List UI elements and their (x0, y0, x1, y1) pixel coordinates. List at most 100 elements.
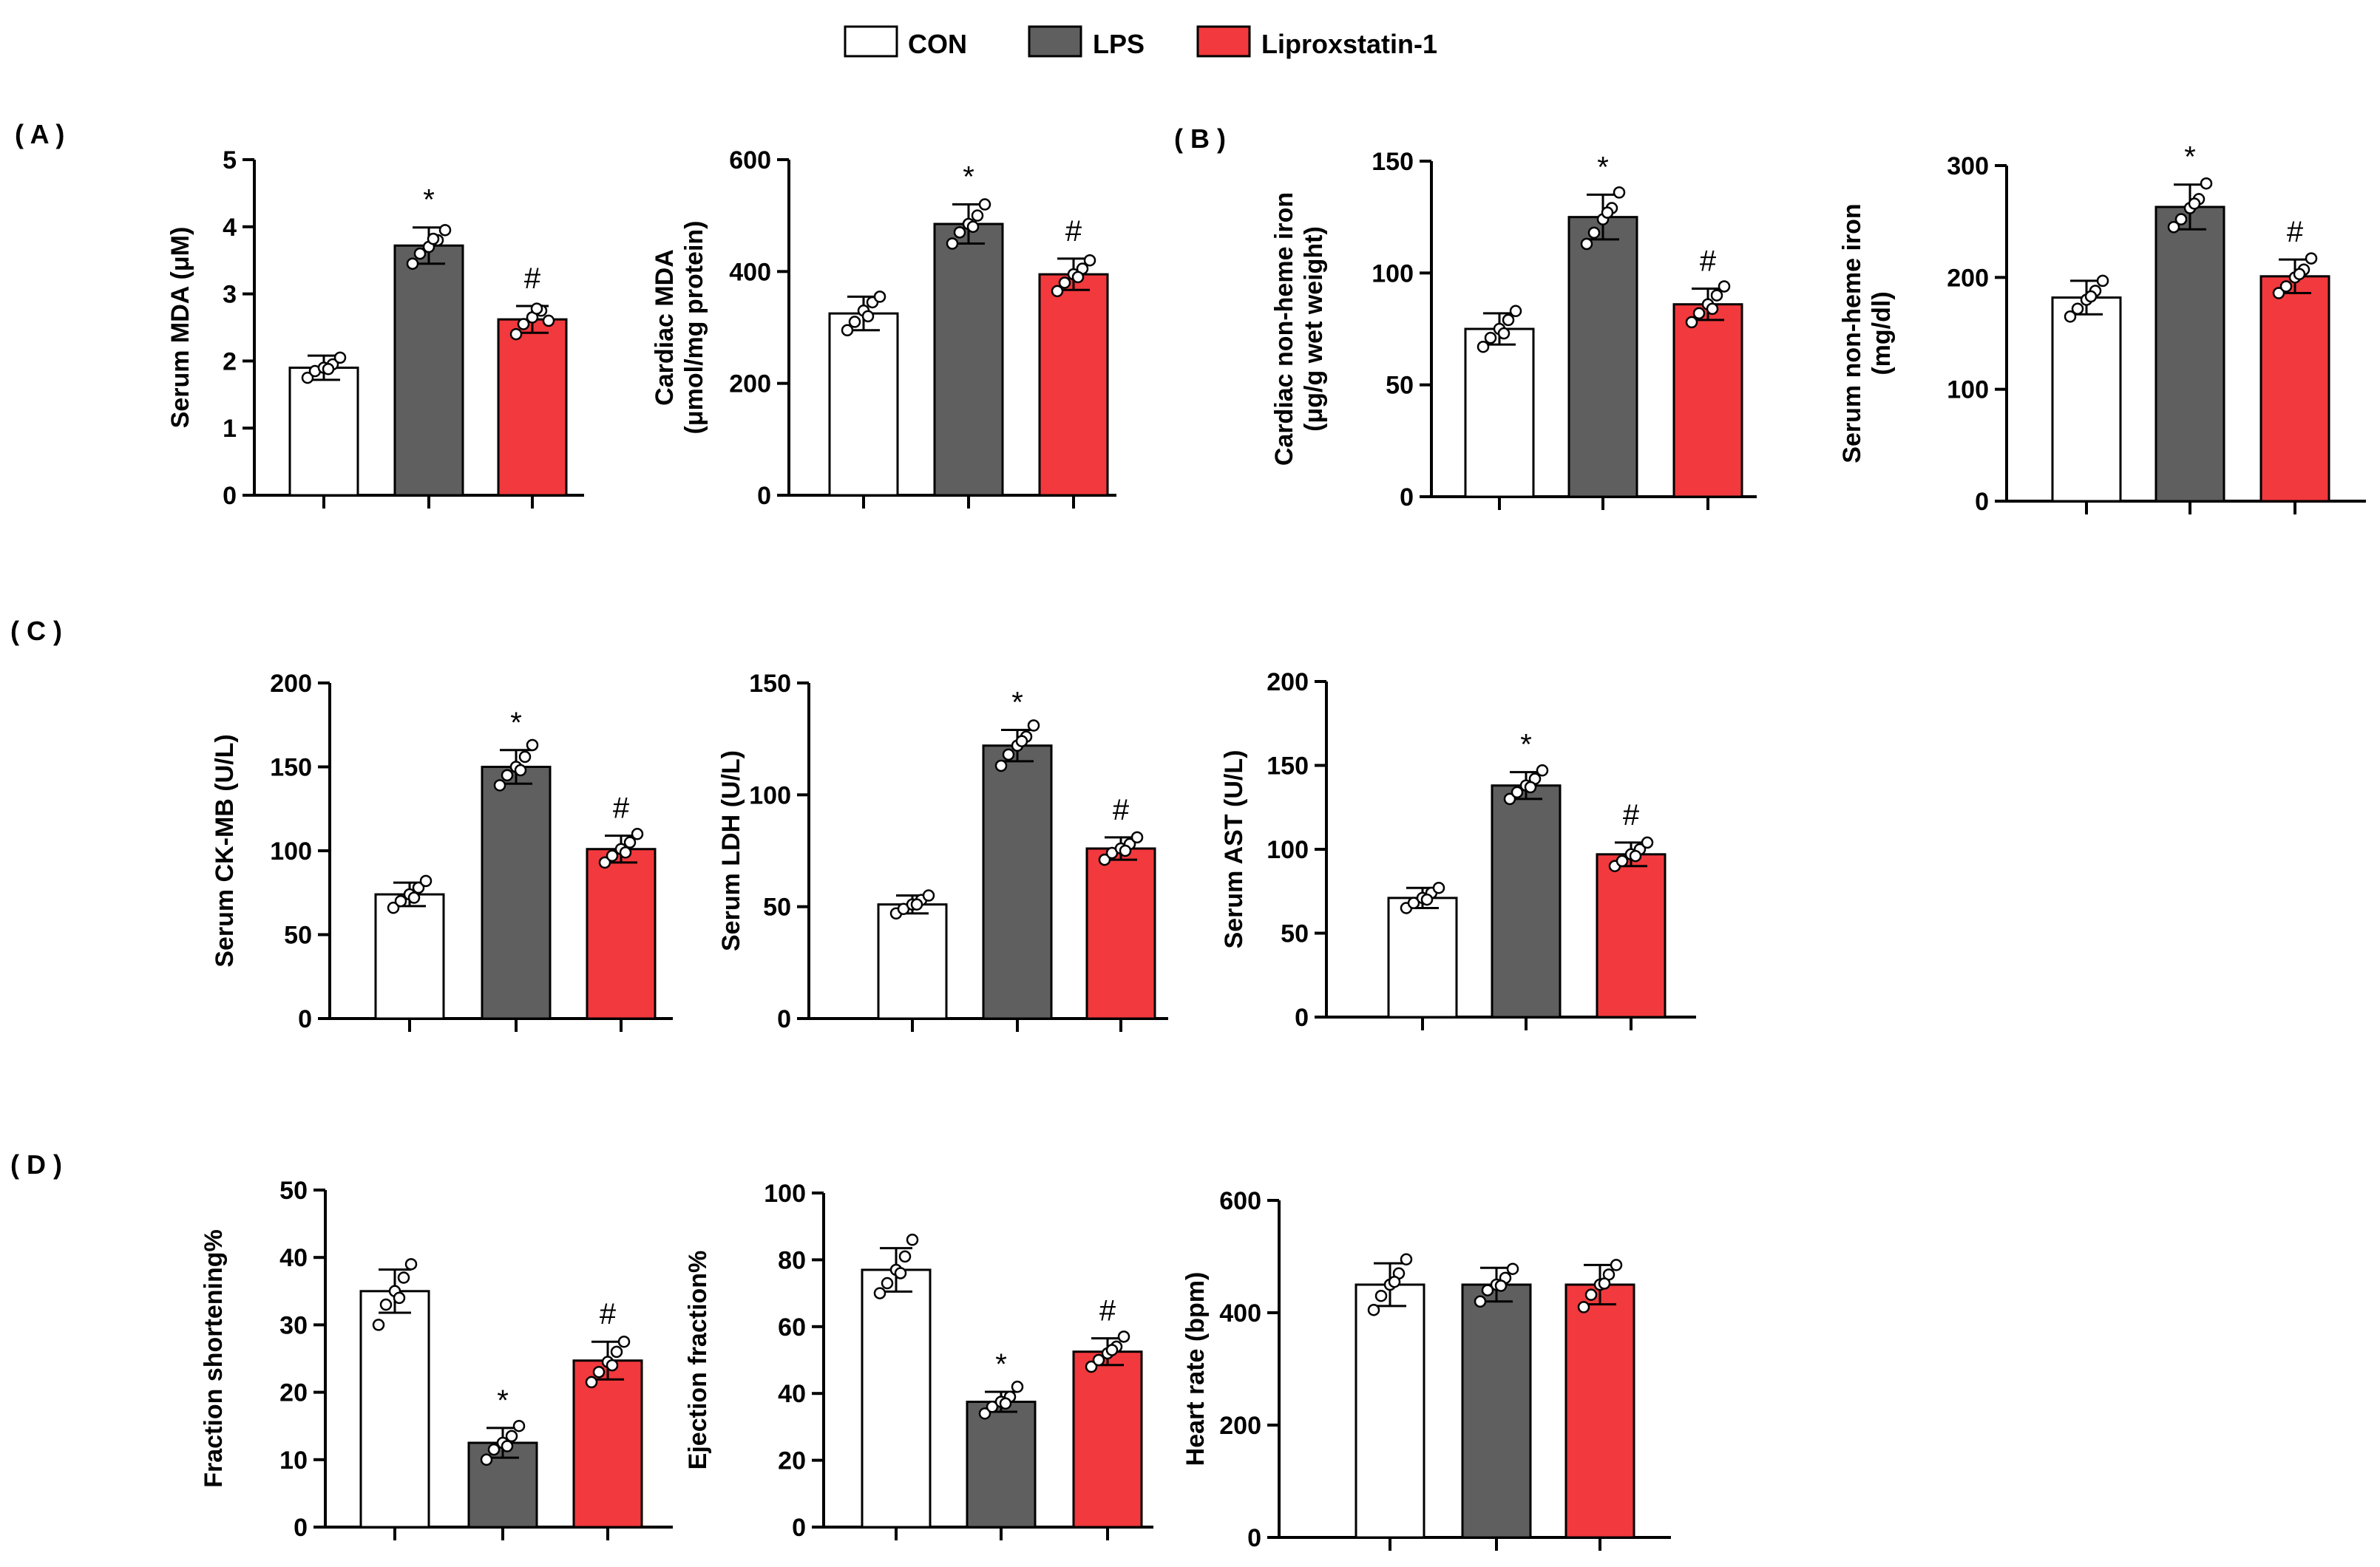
bar-con (1355, 1283, 1425, 1539)
bar-liproxstatin-1 (1072, 1350, 1143, 1529)
data-point (1432, 881, 1445, 894)
bar-liproxstatin-1 (572, 1359, 643, 1529)
panel-label: ( D ) (10, 1149, 62, 1180)
y-tick-label: 50 (763, 894, 791, 922)
y-tick-label: 150 (270, 754, 312, 782)
bar-con (359, 1290, 430, 1529)
y-tick-label: 400 (1219, 1299, 1261, 1328)
data-point (841, 324, 854, 337)
y-axis-title: Cardiac non-heme iron (1270, 192, 1298, 466)
data-point (1497, 327, 1511, 340)
data-point (1058, 276, 1071, 289)
data-point (2272, 287, 2285, 299)
data-point (922, 889, 935, 902)
data-point (986, 1401, 999, 1413)
significance-marker: * (1520, 729, 1532, 761)
chart-9: 0 20 40 60 80 100 Ejection fraction% * # (684, 1180, 1153, 1542)
y-tick-label: 300 (1947, 152, 1989, 180)
y-tick-label: 5 (223, 146, 237, 174)
data-point (2305, 252, 2318, 265)
data-point (1685, 316, 1698, 329)
y-tick-label: 0 (1247, 1524, 1261, 1552)
data-point (881, 1277, 894, 1290)
y-tick-label: 100 (764, 1180, 806, 1208)
bar-lps (393, 244, 464, 497)
data-point (517, 318, 530, 330)
bar-con (877, 903, 948, 1020)
data-point (438, 224, 452, 237)
data-point (2279, 280, 2293, 293)
data-point (1613, 186, 1626, 199)
y-tick-label: 600 (729, 146, 771, 174)
y-tick-label: 150 (749, 670, 791, 698)
y-tick-label: 200 (1219, 1412, 1261, 1440)
y-tick-label: 0 (294, 1514, 308, 1542)
y-axis-title: Heart rate (bpm) (1181, 1272, 1210, 1466)
data-point (509, 327, 523, 341)
y-axis-title: Fraction shortening% (200, 1229, 228, 1487)
bar-con (861, 1268, 932, 1529)
data-point (1511, 786, 1524, 799)
y-tick-label: 10 (279, 1447, 308, 1475)
y-tick-label: 50 (1281, 920, 1309, 948)
data-point (1477, 340, 1490, 353)
data-point (910, 898, 923, 911)
data-point (1105, 1344, 1119, 1356)
bar-con (1387, 897, 1458, 1019)
data-point (505, 1430, 518, 1443)
bar-liproxstatin-1 (1672, 303, 1743, 498)
y-tick-label: 0 (1400, 483, 1414, 511)
bar-con (374, 893, 445, 1020)
data-point (1706, 302, 1719, 316)
data-point (606, 849, 619, 863)
data-point (1641, 836, 1654, 849)
data-point (2084, 290, 2098, 303)
bar-con (2051, 296, 2122, 503)
data-point (1494, 1279, 1508, 1292)
significance-marker: * (497, 1384, 509, 1417)
y-tick-label: 200 (1947, 264, 1989, 292)
data-point (413, 247, 427, 260)
data-point (585, 1376, 598, 1389)
data-point (512, 1419, 526, 1432)
y-tick-label: 20 (279, 1379, 308, 1407)
data-point (1580, 237, 1593, 251)
data-point (631, 828, 644, 840)
significance-marker: # (1700, 245, 1717, 278)
data-point (387, 901, 400, 914)
y-axis-title: (μg/g wet weight) (1300, 226, 1328, 432)
legend-label: Liproxstatin-1 (1261, 29, 1437, 59)
chart-4: 0 100 200 300 Serum non-heme iron (mg/dl) * # (1838, 141, 2366, 516)
bar-liproxstatin-1 (497, 318, 568, 497)
data-point (610, 1345, 623, 1359)
data-point (1085, 1360, 1098, 1373)
significance-marker: * (510, 707, 522, 739)
y-tick-label: 150 (1267, 752, 1309, 781)
chart-2: 0 200 400 600 Cardiac MDA (μmol/mg protein) * # (651, 146, 1116, 510)
significance-marker: * (1597, 151, 1609, 183)
data-point (2096, 274, 2109, 288)
data-point (407, 891, 421, 904)
data-point (2174, 213, 2188, 225)
y-tick-label: 100 (749, 781, 791, 809)
data-point (906, 1234, 919, 1246)
data-point (2200, 177, 2213, 190)
data-point (333, 351, 347, 364)
bar-lps (933, 222, 1004, 497)
chart-8: 0 10 20 30 40 50 Fraction shortening% * # (200, 1177, 673, 1542)
y-tick-label: 100 (1372, 259, 1414, 288)
legend-swatch (1028, 25, 1082, 58)
data-point (1374, 1289, 1388, 1302)
data-point (592, 1365, 606, 1379)
data-point (514, 764, 527, 777)
y-axis-title: Cardiac MDA (651, 249, 679, 406)
data-point (2188, 197, 2201, 210)
data-point (1598, 1277, 1611, 1290)
data-point (372, 1319, 385, 1331)
significance-marker: # (1113, 794, 1130, 826)
data-point (1092, 1353, 1105, 1367)
data-point (301, 371, 314, 384)
data-point (493, 779, 506, 792)
data-point (394, 894, 407, 908)
